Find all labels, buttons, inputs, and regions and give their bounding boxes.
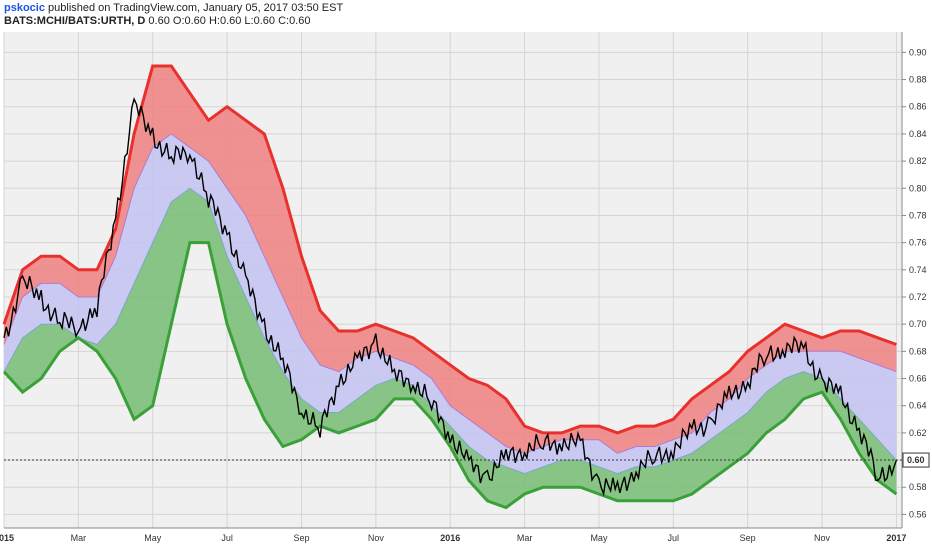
y-tick-label: 0.80	[909, 183, 927, 193]
lower-band-line	[2, 241, 898, 510]
middle-band-area	[4, 133, 897, 474]
x-tick-label: May	[144, 533, 162, 543]
y-tick-label: 0.90	[909, 47, 927, 57]
y-tick-label: 0.70	[909, 319, 927, 329]
author-link[interactable]: pskocic	[4, 2, 45, 14]
x-tick-label: Jul	[221, 533, 233, 543]
bollinger-bands	[2, 64, 898, 510]
mid-upper-line	[3, 133, 897, 454]
y-tick-label: 0.82	[909, 156, 927, 166]
ohlc-values: 0.60 O:0.60 H:0.60 L:0.60 C:0.60	[148, 15, 311, 27]
y-tick-label: 0.84	[909, 129, 927, 139]
y-tick-label: 0.72	[909, 292, 927, 302]
x-tick-label: Sep	[740, 533, 756, 543]
x-tick-label: Nov	[368, 533, 385, 543]
mid-lower-line	[3, 187, 897, 475]
x-tick-label: 2016	[440, 533, 460, 543]
published-text: published on TradingView.com, January 05…	[48, 2, 344, 14]
y-axis[interactable]: 0.56 0.58 0.60 0.62 0.64 0.66 0.68 0.70 0.72 0.74…	[901, 32, 927, 528]
y-tick-label: 0.76	[909, 238, 927, 248]
x-tick-label: 2017	[886, 533, 906, 543]
publish-line: pskocic published on TradingView.com, Ja…	[4, 2, 343, 15]
last-value-label: 0.60	[907, 455, 925, 465]
y-tick-label: 0.86	[909, 102, 927, 112]
chart-header: pskocic published on TradingView.com, Ja…	[4, 2, 343, 28]
x-tick-label: May	[590, 533, 608, 543]
x-axis[interactable]: 2015 Mar May Jul Sep Nov 2016 Mar May Jul Sep Nov 20…	[0, 527, 906, 543]
x-tick-label: Nov	[814, 533, 831, 543]
y-tick-label: 0.74	[909, 265, 927, 275]
upper-band-area	[4, 66, 897, 454]
x-tick-label: Sep	[293, 533, 309, 543]
price-line	[3, 97, 898, 497]
y-tick-label: 0.88	[909, 75, 927, 85]
y-tick-label: 0.64	[909, 401, 927, 411]
upper-band-line	[2, 64, 897, 435]
last-value-tag	[902, 452, 930, 468]
y-tick-label: 0.62	[909, 428, 927, 438]
y-tick-label: 0.56	[909, 509, 927, 519]
y-tick-label: 0.78	[909, 210, 927, 220]
y-tick-label: 0.66	[909, 374, 927, 384]
symbol-line: BATS:MCHI/BATS:URTH, D 0.60 O:0.60 H:0.6…	[4, 15, 343, 28]
y-tick-label: 0.68	[909, 346, 927, 356]
price-series	[3, 97, 898, 497]
x-tick-label: 2015	[0, 533, 14, 543]
last-value-marker: 0.60	[4, 452, 930, 468]
x-tick-label: Mar	[71, 533, 87, 543]
x-tick-label: Mar	[517, 533, 533, 543]
y-tick-label: 0.58	[909, 482, 927, 492]
lower-band-area	[4, 188, 897, 508]
x-tick-label: Jul	[668, 533, 680, 543]
symbol-label[interactable]: BATS:MCHI/BATS:URTH, D	[4, 15, 146, 27]
